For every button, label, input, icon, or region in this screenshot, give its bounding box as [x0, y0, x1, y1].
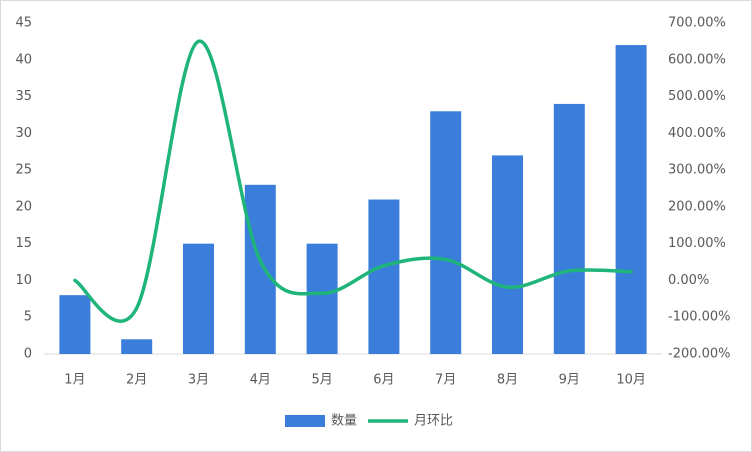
bar [244, 184, 276, 354]
x-tick-label: 10月 [616, 373, 646, 388]
bar [183, 243, 214, 354]
x-tick-label: 3月 [188, 373, 209, 388]
x-tick-label: 4月 [250, 373, 271, 388]
y2-tick-label: 200.00% [668, 199, 726, 214]
y2-tick-label: 400.00% [668, 126, 726, 141]
legend-swatch [285, 415, 325, 427]
y-tick-label: 20 [15, 199, 32, 214]
y-tick-label: 35 [15, 89, 32, 104]
y-tick-label: 25 [15, 163, 32, 178]
bar [492, 155, 523, 354]
x-tick-label: 2月 [126, 373, 147, 388]
y2-tick-label: -200.00% [668, 347, 731, 362]
y2-tick-label: 600.00% [668, 52, 726, 67]
y-tick-label: 0 [24, 347, 32, 362]
bar [430, 111, 462, 355]
bar [368, 199, 400, 354]
x-tick-label: 9月 [559, 373, 580, 388]
y2-tick-label: 300.00% [668, 163, 726, 178]
y2-tick-label: -100.00% [668, 310, 731, 325]
y-tick-label: 15 [15, 236, 32, 251]
legend-label: 数量 [331, 414, 357, 429]
y-tick-label: 30 [15, 126, 32, 141]
bar [59, 295, 91, 354]
y2-tick-label: 500.00% [668, 89, 726, 104]
x-tick-label: 7月 [435, 373, 456, 388]
legend-label: 月环比 [414, 414, 453, 429]
x-tick-label: 6月 [373, 373, 394, 388]
y2-tick-label: 100.00% [668, 236, 726, 251]
x-tick-label: 8月 [497, 373, 518, 388]
bar [306, 243, 338, 354]
y-tick-label: 45 [15, 16, 32, 31]
bar [121, 339, 153, 354]
bar [615, 45, 647, 355]
y-tick-label: 40 [15, 52, 32, 67]
y-tick-label: 10 [15, 273, 32, 288]
y2-tick-label: 700.00% [668, 16, 726, 31]
y2-tick-label: 0.00% [668, 273, 709, 288]
x-tick-label: 1月 [64, 373, 85, 388]
line [73, 39, 633, 323]
x-tick-label: 5月 [311, 373, 332, 388]
y-tick-label: 5 [24, 310, 32, 325]
bar [553, 103, 585, 355]
